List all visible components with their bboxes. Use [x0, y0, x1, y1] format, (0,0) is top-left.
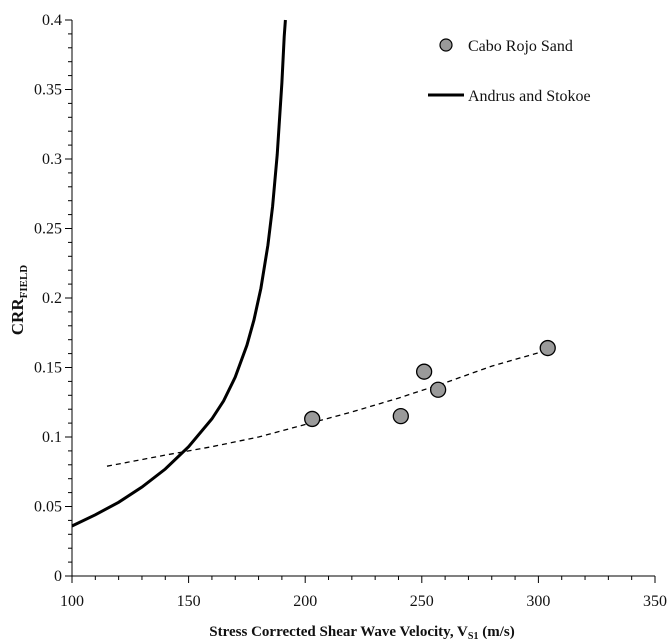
data-point: [305, 411, 320, 426]
x-axis-title-unit: (m/s): [478, 624, 514, 640]
cabo-rojo-points: [305, 341, 556, 427]
y-tick-label: 0: [54, 568, 62, 585]
x-tick-label: 300: [526, 593, 550, 610]
y-tick-label: 0.25: [34, 221, 62, 238]
x-tick-label: 100: [60, 593, 84, 610]
y-tick-label: 0.1: [42, 429, 62, 446]
x-tick-label: 200: [293, 593, 317, 610]
y-tick-label: 0.35: [34, 82, 62, 99]
trend-line: [107, 351, 545, 466]
andrus-stokoe-curve: [72, 20, 285, 526]
y-tick-label: 0.2: [42, 290, 62, 307]
y-axis-title-sub: FIELD: [18, 265, 30, 299]
x-axis-title-main: Stress Corrected Shear Wave Velocity, V: [209, 624, 468, 640]
data-point: [540, 341, 555, 356]
legend-label-andrus: Andrus and Stokoe: [468, 88, 591, 105]
legend-label-cabo-rojo: Cabo Rojo Sand: [468, 38, 573, 55]
x-tick-label: 150: [177, 593, 201, 610]
y-tick-labels: 0 0.05 0.1 0.15 0.2 0.25 0.3 0.35 0.4: [34, 12, 62, 585]
legend: Cabo Rojo Sand Andrus and Stokoe: [428, 38, 591, 105]
y-tick-label: 0.3: [42, 151, 62, 168]
x-tick-label: 350: [643, 593, 667, 610]
data-point: [417, 364, 432, 379]
data-point: [431, 382, 446, 397]
y-axis-title: CRRFIELD: [8, 265, 30, 336]
x-tick-label: 250: [410, 593, 434, 610]
y-tick-label: 0.4: [42, 12, 62, 29]
y-tick-label: 0.05: [34, 499, 62, 516]
x-tick-labels: 100 150 200 250 300 350: [60, 593, 667, 610]
legend-marker-cabo-rojo: [440, 39, 452, 51]
data-point: [393, 409, 408, 424]
x-axis-title-sub: S1: [468, 631, 479, 642]
y-axis-title-main: CRR: [8, 298, 27, 336]
y-tick-label: 0.15: [34, 360, 62, 377]
x-axis-title: Stress Corrected Shear Wave Velocity, VS…: [209, 624, 514, 642]
